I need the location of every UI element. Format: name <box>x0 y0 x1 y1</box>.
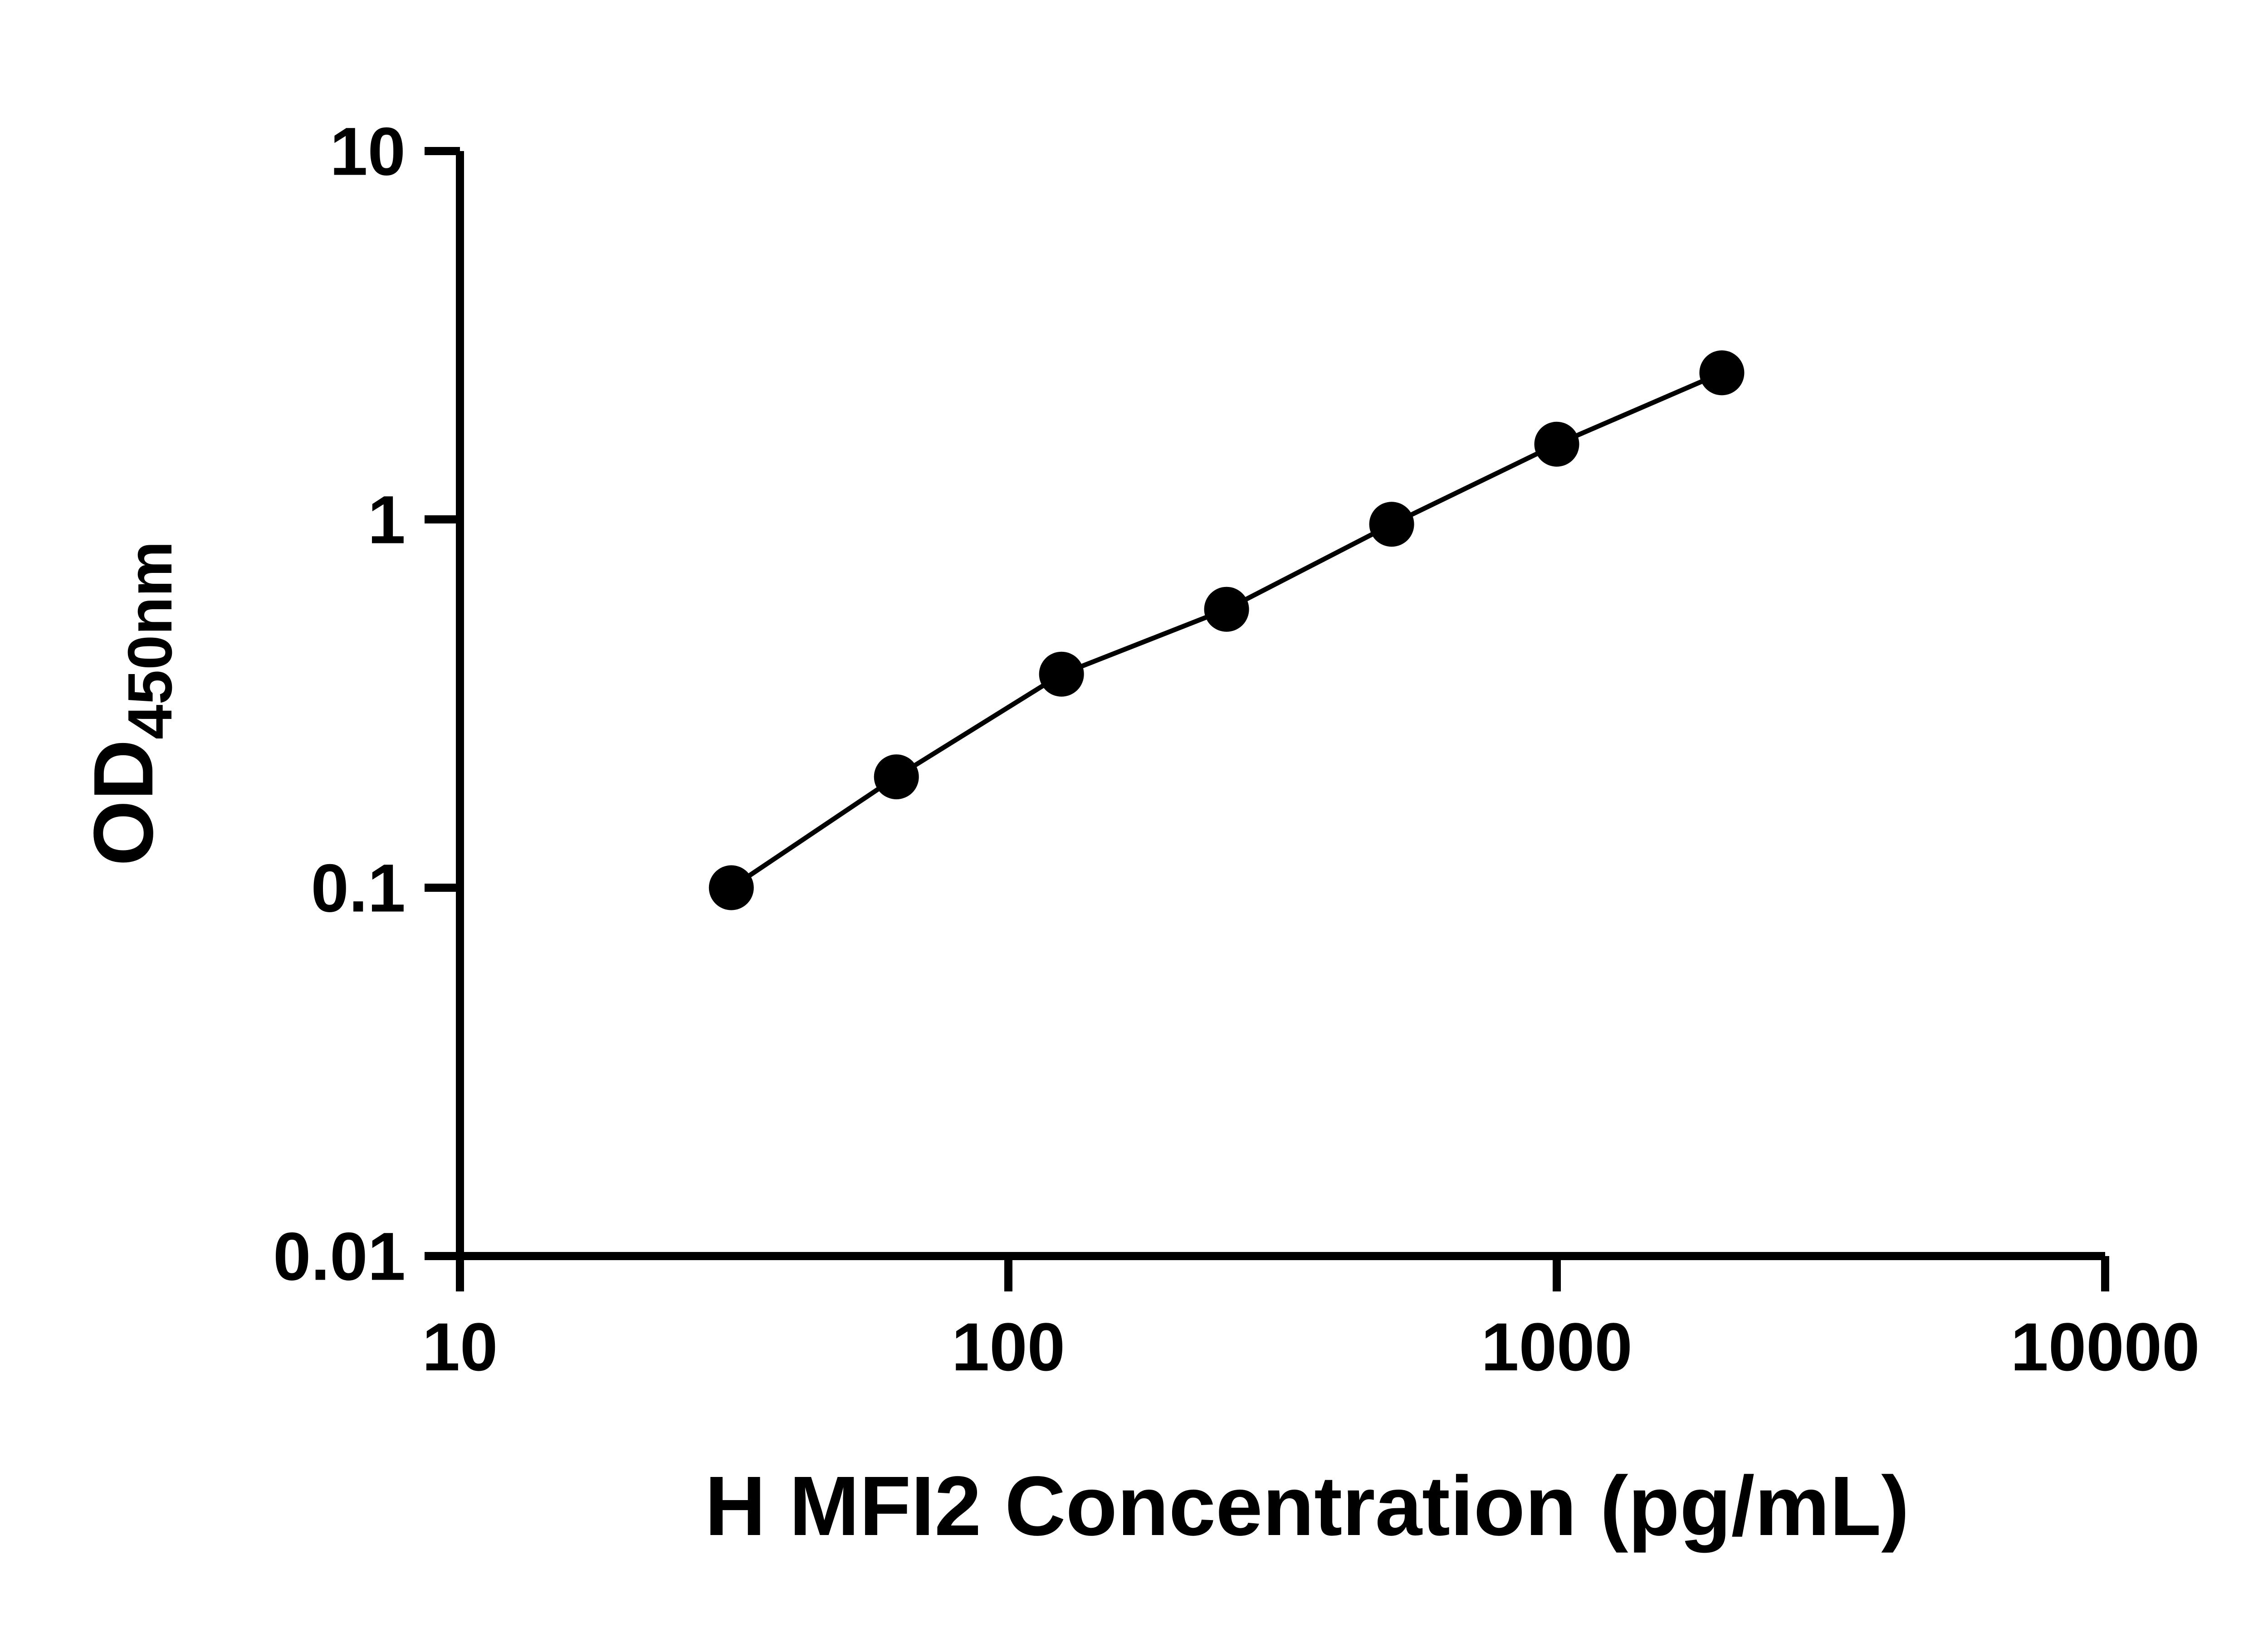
x-tick-label: 10000 <box>2010 1309 2200 1385</box>
data-point-marker <box>874 754 919 800</box>
data-point-marker <box>709 865 754 910</box>
x-axis-title: H MFI2 Concentration (pg/mL) <box>705 1459 1910 1553</box>
y-tick-label: 0.1 <box>311 850 406 926</box>
data-point-marker <box>1039 651 1084 697</box>
y-tick-label: 10 <box>330 113 406 190</box>
y-tick-label: 1 <box>368 482 406 558</box>
axis-spine <box>456 151 2105 1260</box>
data-point-marker <box>1699 350 1745 396</box>
y-axis-title: OD450nm <box>77 541 185 866</box>
x-tick-label: 100 <box>952 1309 1065 1385</box>
data-point-marker <box>1204 587 1249 632</box>
x-tick-label: 10 <box>422 1309 498 1385</box>
data-point-marker <box>1534 421 1579 467</box>
x-tick-label: 1000 <box>1481 1309 1633 1385</box>
y-tick-label: 0.01 <box>273 1218 406 1295</box>
data-point-marker <box>1369 502 1414 547</box>
